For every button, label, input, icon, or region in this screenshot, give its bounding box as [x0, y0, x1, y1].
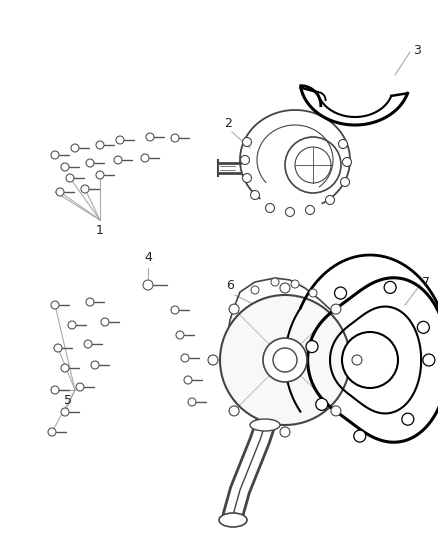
Circle shape [101, 318, 109, 326]
Circle shape [271, 278, 279, 286]
Circle shape [176, 331, 184, 339]
Circle shape [417, 321, 429, 333]
Circle shape [243, 138, 251, 147]
Circle shape [331, 304, 341, 314]
Circle shape [305, 206, 314, 214]
Circle shape [306, 341, 318, 353]
Circle shape [240, 156, 250, 165]
Circle shape [352, 355, 362, 365]
Circle shape [48, 428, 56, 436]
Text: 6: 6 [226, 279, 234, 292]
Circle shape [86, 159, 94, 167]
Circle shape [76, 383, 84, 391]
Circle shape [51, 151, 59, 159]
Circle shape [51, 301, 59, 309]
Circle shape [84, 340, 92, 348]
Ellipse shape [219, 513, 247, 527]
Circle shape [263, 338, 307, 382]
Circle shape [141, 154, 149, 162]
Circle shape [66, 174, 74, 182]
Circle shape [188, 398, 196, 406]
Circle shape [143, 280, 153, 290]
Circle shape [291, 280, 299, 288]
Circle shape [229, 304, 239, 314]
Circle shape [343, 157, 352, 166]
Circle shape [342, 332, 398, 388]
Circle shape [61, 408, 69, 416]
Circle shape [316, 398, 328, 410]
Circle shape [116, 136, 124, 144]
Circle shape [114, 156, 122, 164]
Circle shape [171, 306, 179, 314]
Circle shape [251, 190, 259, 199]
Circle shape [280, 427, 290, 437]
Circle shape [243, 174, 251, 182]
Circle shape [423, 354, 435, 366]
Circle shape [354, 430, 366, 442]
Circle shape [251, 286, 259, 294]
Circle shape [56, 188, 64, 196]
Ellipse shape [250, 419, 280, 431]
Circle shape [91, 361, 99, 369]
Circle shape [71, 144, 79, 152]
Circle shape [81, 185, 89, 193]
Text: 4: 4 [144, 251, 152, 264]
Circle shape [146, 133, 154, 141]
Circle shape [171, 134, 179, 142]
Circle shape [86, 298, 94, 306]
Circle shape [184, 376, 192, 384]
Circle shape [68, 321, 76, 329]
Circle shape [51, 386, 59, 394]
Text: 3: 3 [413, 44, 421, 56]
Circle shape [286, 207, 294, 216]
Circle shape [96, 171, 104, 179]
Circle shape [280, 283, 290, 293]
Circle shape [339, 140, 347, 149]
Circle shape [220, 295, 350, 425]
Circle shape [61, 163, 69, 171]
Circle shape [402, 413, 414, 425]
Circle shape [309, 289, 317, 297]
Circle shape [181, 354, 189, 362]
Circle shape [340, 177, 350, 187]
Text: 2: 2 [224, 117, 232, 130]
Circle shape [96, 141, 104, 149]
Text: 5: 5 [64, 394, 72, 407]
Circle shape [54, 344, 62, 352]
Circle shape [325, 196, 335, 205]
Circle shape [229, 406, 239, 416]
Circle shape [384, 281, 396, 293]
Circle shape [273, 348, 297, 372]
Text: 1: 1 [96, 224, 104, 237]
Text: 7: 7 [422, 277, 430, 289]
Circle shape [335, 287, 346, 299]
Circle shape [265, 204, 275, 213]
Circle shape [61, 364, 69, 372]
Circle shape [331, 406, 341, 416]
Circle shape [208, 355, 218, 365]
